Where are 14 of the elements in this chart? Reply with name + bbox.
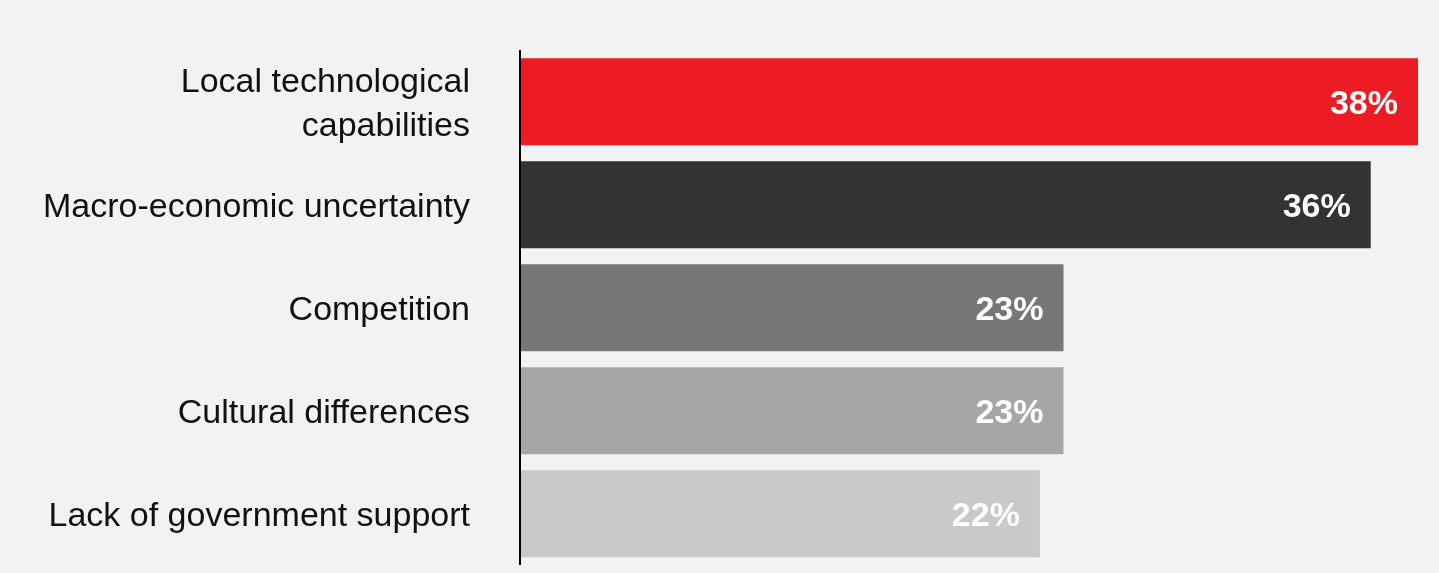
bar [520,367,1064,455]
y-tick-label: Lack of government support [48,494,471,533]
data-label: 23% [975,391,1044,430]
y-tick-label: Competition [288,288,470,327]
y-tick-label: Macro-economic uncertainty [42,185,470,224]
bar [520,264,1064,352]
bar [520,58,1418,146]
y-tick-label: Cultural differences [177,391,470,430]
y-tick-label: Local technological capabilities [180,60,470,143]
data-label: 38% [1329,82,1398,121]
data-label: 23% [975,288,1044,327]
data-label: 36% [1282,185,1351,224]
bar [520,470,1040,558]
bar [520,161,1371,249]
